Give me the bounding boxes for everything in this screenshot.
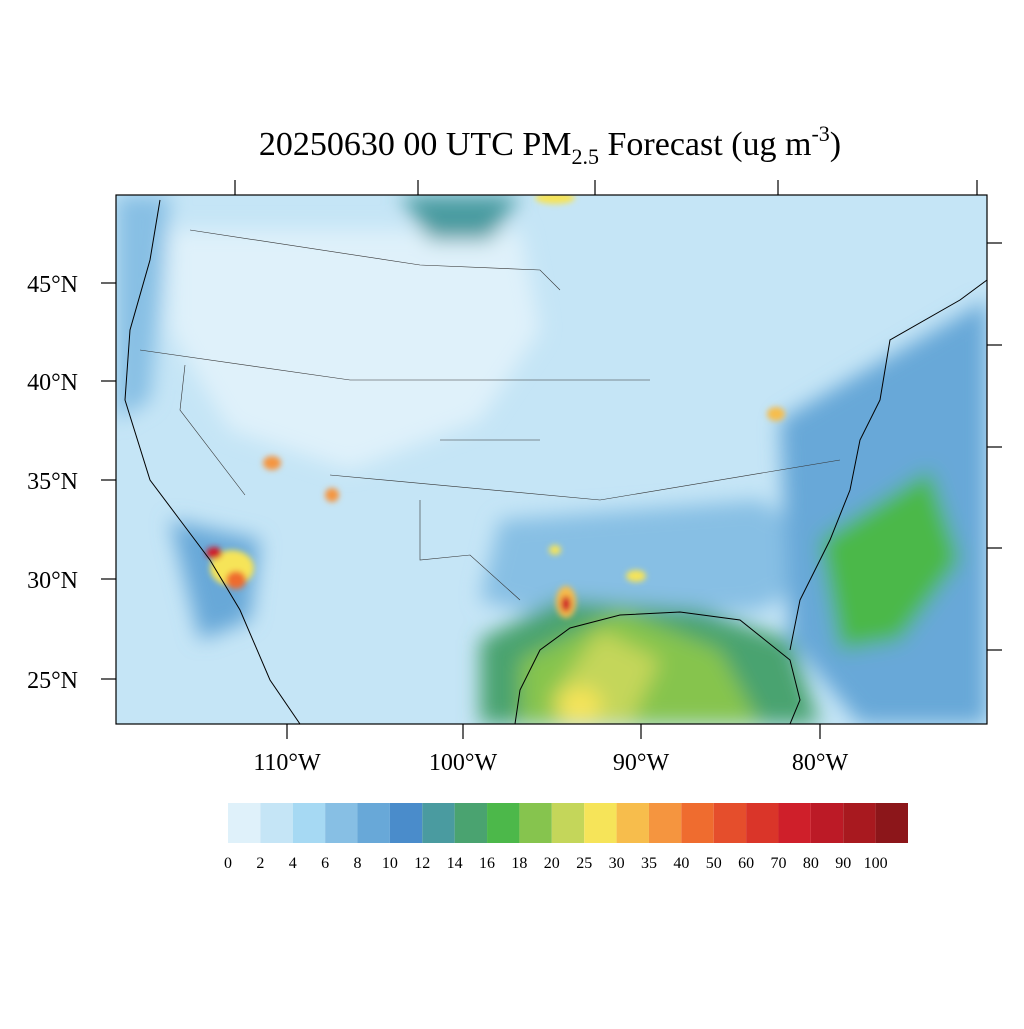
- colorbar-label: 100: [864, 855, 888, 872]
- colorbar-box: [292, 803, 326, 843]
- colorbar-box: [746, 803, 779, 843]
- title-end: ): [830, 126, 841, 163]
- colorbar-box: [843, 803, 876, 843]
- colorbar-box: [551, 803, 585, 843]
- colorbar-label: 4: [289, 855, 297, 872]
- colorbar-label: 30: [609, 855, 625, 872]
- longitude-label: 100°W: [429, 750, 498, 776]
- title-main: 20250630 00 UTC PM: [259, 126, 572, 163]
- colorbar-box: [325, 803, 358, 843]
- colorbar-label: 70: [770, 855, 786, 872]
- colorbar-box: [681, 803, 714, 843]
- title-subscript: 2.5: [572, 144, 600, 169]
- colorbar-box: [875, 803, 908, 843]
- colorbar-box: [810, 803, 844, 843]
- colorbar-label: 90: [835, 855, 851, 872]
- colorbar-box: [778, 803, 811, 843]
- colorbar-box: [487, 803, 520, 843]
- colorbar-box: [584, 803, 617, 843]
- latitude-label: 30°N: [27, 568, 78, 594]
- colorbar-box: [389, 803, 423, 843]
- colorbar-box: [454, 803, 488, 843]
- colorbar-label: 50: [706, 855, 722, 872]
- colorbar-box: [260, 803, 293, 843]
- colorbar-label: 6: [321, 855, 329, 872]
- colorbar-box: [228, 803, 261, 843]
- colorbar-label: 60: [738, 855, 754, 872]
- title: 20250630 00 UTC PM2.5 Forecast (ug m-3): [259, 121, 841, 169]
- colorbar-label: 25: [576, 855, 592, 872]
- map-field: [116, 195, 987, 724]
- colorbar-box: [648, 803, 682, 843]
- colorbar-box: [519, 803, 552, 843]
- colorbar-label: 2: [256, 855, 264, 872]
- colorbar-label: 12: [414, 855, 430, 872]
- colorbar-label: 0: [224, 855, 232, 872]
- latitude-label: 35°N: [27, 469, 78, 495]
- frame-ticks: [101, 180, 1002, 739]
- colorbar-box: [422, 803, 455, 843]
- colorbar-box: [713, 803, 747, 843]
- map-frame: [115, 194, 988, 725]
- title-middle: Forecast (ug m: [599, 126, 811, 163]
- colorbar-label: 18: [511, 855, 527, 872]
- colorbar-label: 14: [447, 855, 463, 872]
- colorbar-label: 35: [641, 855, 657, 872]
- colorbar-label: 20: [544, 855, 560, 872]
- colorbar-label: 40: [673, 855, 689, 872]
- colorbar-box: [616, 803, 649, 843]
- longitude-label: 110°W: [253, 750, 321, 776]
- latitude-label: 45°N: [27, 272, 78, 298]
- latitude-label: 25°N: [27, 668, 78, 694]
- longitude-label: 80°W: [792, 750, 849, 776]
- latitude-label: 40°N: [27, 370, 78, 396]
- colorbar-label: 16: [479, 855, 495, 872]
- colorbar-label: 8: [354, 855, 362, 872]
- longitude-label: 90°W: [613, 750, 670, 776]
- colorbar-label: 80: [803, 855, 819, 872]
- colorbar-box: [357, 803, 390, 843]
- colorbar-label: 10: [382, 855, 398, 872]
- title-superscript: -3: [811, 121, 829, 146]
